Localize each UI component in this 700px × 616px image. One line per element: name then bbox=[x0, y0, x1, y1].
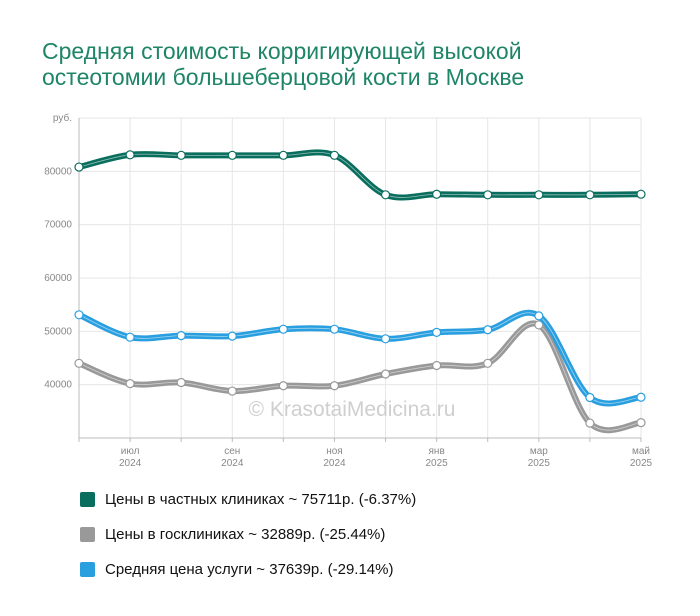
grid-lines bbox=[78, 117, 642, 438]
data-point bbox=[278, 381, 288, 391]
tick-labels: 4000050000600007000080000руб.июл2024сен2… bbox=[44, 112, 652, 469]
data-point bbox=[636, 189, 646, 199]
data-point bbox=[534, 190, 544, 200]
chart-title-line-2: остеотомии большеберцовой кости в Москве bbox=[42, 64, 525, 90]
legend-item-private[interactable]: Цены в частных клиниках ~ 75711р. (-6.37… bbox=[80, 488, 416, 510]
data-point bbox=[585, 392, 595, 403]
series-line-highlight bbox=[78, 152, 642, 198]
x-tick-label-month: май bbox=[632, 446, 650, 457]
series-0 bbox=[74, 149, 646, 201]
legend-item-average[interactable]: Средняя цена услуги ~ 37639р. (-29.14%) bbox=[80, 558, 416, 580]
data-point bbox=[432, 327, 442, 337]
data-point bbox=[227, 331, 237, 341]
data-point bbox=[278, 324, 288, 334]
x-tick-label-month: мар bbox=[530, 446, 548, 457]
data-point bbox=[74, 358, 84, 368]
axes bbox=[78, 118, 642, 442]
chart-title: Средняя стоимость корригирующей высокой … bbox=[42, 38, 662, 90]
x-tick-label-year: 2024 bbox=[221, 458, 244, 469]
x-tick-label-year: 2024 bbox=[323, 458, 346, 469]
data-point bbox=[176, 377, 186, 388]
legend-item-public[interactable]: Цены в госклиниках ~ 32889р. (-25.44%) bbox=[80, 523, 416, 545]
data-point bbox=[227, 386, 237, 396]
y-tick-label: 60000 bbox=[44, 273, 72, 284]
x-tick-label-month: сен bbox=[224, 446, 240, 457]
data-point bbox=[278, 150, 288, 160]
legend: Цены в частных клиниках ~ 75711р. (-6.37… bbox=[80, 488, 416, 593]
x-tick-label-year: 2024 bbox=[119, 458, 142, 469]
data-point bbox=[534, 320, 544, 330]
y-tick-label: 40000 bbox=[44, 380, 72, 391]
series-layer bbox=[74, 149, 646, 434]
x-tick-label-year: 2025 bbox=[630, 458, 653, 469]
data-point bbox=[380, 334, 391, 344]
data-point bbox=[74, 162, 84, 172]
data-point bbox=[329, 150, 340, 160]
data-point bbox=[176, 150, 186, 160]
data-point bbox=[585, 190, 595, 200]
data-point bbox=[380, 190, 391, 200]
data-point bbox=[534, 311, 544, 321]
data-point bbox=[380, 369, 391, 379]
chart-title-line-1: Средняя стоимость корригирующей высокой bbox=[42, 38, 522, 64]
data-point bbox=[125, 332, 135, 342]
x-tick-label-month: ноя bbox=[326, 446, 343, 457]
data-point bbox=[227, 150, 237, 160]
y-tick-label: 50000 bbox=[44, 326, 72, 337]
data-point bbox=[176, 331, 186, 341]
data-point bbox=[432, 189, 442, 199]
line-chart: © KrasotaiMedicina.ru 40000 50000 60000 700… bbox=[44, 112, 652, 469]
data-point bbox=[483, 325, 493, 335]
data-point bbox=[329, 381, 340, 391]
series-2 bbox=[74, 309, 646, 407]
legend-label-private: Цены в частных клиниках ~ 75711р. (-6.37… bbox=[105, 490, 417, 508]
data-point bbox=[585, 418, 595, 428]
legend-swatch-private bbox=[80, 491, 95, 507]
x-tick-label-month: янв bbox=[429, 446, 445, 457]
data-point bbox=[432, 360, 442, 371]
y-axis-unit-label: руб. bbox=[53, 112, 72, 124]
data-point bbox=[636, 417, 646, 428]
legend-swatch-public bbox=[80, 526, 95, 542]
x-tick-label-year: 2025 bbox=[528, 458, 551, 469]
y-tick-label: 70000 bbox=[44, 220, 72, 231]
legend-swatch-average bbox=[80, 561, 95, 577]
legend-label-average: Средняя цена услуги ~ 37639р. (-29.14%) bbox=[105, 560, 394, 578]
legend-label-public: Цены в госклиниках ~ 32889р. (-25.44%) bbox=[105, 525, 386, 543]
data-point bbox=[125, 379, 135, 389]
watermark: © KrasotaiMedicina.ru bbox=[249, 398, 456, 421]
x-tick-label-month: июл bbox=[121, 446, 140, 457]
x-tick-label-year: 2025 bbox=[426, 458, 449, 469]
series-1 bbox=[74, 320, 646, 434]
data-point bbox=[74, 310, 84, 320]
y-tick-label: 80000 bbox=[44, 166, 72, 177]
data-point bbox=[636, 392, 646, 402]
data-point bbox=[125, 150, 135, 160]
data-point bbox=[483, 190, 493, 200]
data-point bbox=[483, 358, 493, 368]
data-point bbox=[329, 324, 340, 334]
